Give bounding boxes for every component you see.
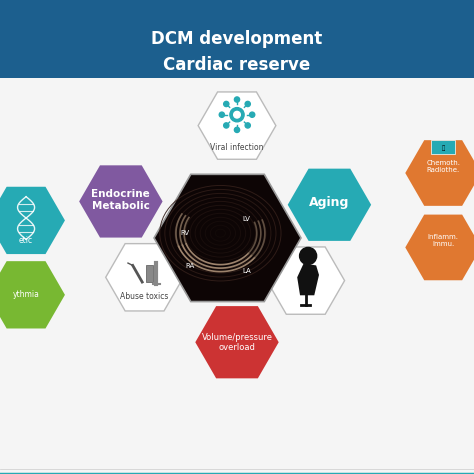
Text: ythmia: ythmia: [13, 291, 39, 299]
Circle shape: [234, 97, 239, 102]
Circle shape: [249, 112, 255, 118]
Circle shape: [245, 123, 250, 128]
Polygon shape: [106, 244, 183, 311]
Polygon shape: [297, 264, 319, 295]
Text: LA: LA: [242, 268, 251, 274]
Text: DCM development: DCM development: [151, 30, 323, 48]
Circle shape: [234, 128, 239, 133]
Polygon shape: [267, 247, 345, 314]
Circle shape: [224, 101, 229, 107]
Text: Aging: Aging: [309, 196, 350, 210]
Circle shape: [300, 247, 317, 264]
Polygon shape: [288, 169, 371, 241]
Polygon shape: [198, 92, 276, 159]
Text: LV: LV: [243, 216, 250, 222]
Polygon shape: [154, 174, 301, 301]
Bar: [146, 265, 153, 282]
Circle shape: [230, 108, 244, 122]
FancyBboxPatch shape: [0, 0, 474, 78]
Polygon shape: [0, 261, 65, 328]
Circle shape: [219, 112, 224, 118]
Polygon shape: [0, 187, 65, 254]
Bar: [431, 140, 455, 154]
Circle shape: [245, 101, 250, 107]
Text: RV: RV: [180, 230, 190, 236]
Text: Volume/pressure
overload: Volume/pressure overload: [201, 333, 273, 352]
Polygon shape: [405, 215, 474, 280]
Circle shape: [234, 111, 240, 118]
Text: RA: RA: [185, 264, 194, 269]
Circle shape: [227, 104, 247, 125]
Text: Abuse toxics: Abuse toxics: [120, 292, 169, 301]
Text: Endocrine
Metabolic: Endocrine Metabolic: [91, 189, 150, 211]
Text: Cardiac reserve: Cardiac reserve: [164, 56, 310, 74]
Circle shape: [224, 123, 229, 128]
Text: etic: etic: [19, 237, 33, 245]
Polygon shape: [405, 140, 474, 206]
Polygon shape: [79, 165, 163, 237]
Polygon shape: [195, 306, 279, 378]
Text: Inflamm.
Immu.: Inflamm. Immu.: [428, 234, 459, 247]
Text: Chemoth.
Radiothe.: Chemoth. Radiothe.: [426, 160, 460, 173]
Text: 📺: 📺: [442, 145, 445, 151]
Text: Viral infection: Viral infection: [210, 144, 264, 152]
